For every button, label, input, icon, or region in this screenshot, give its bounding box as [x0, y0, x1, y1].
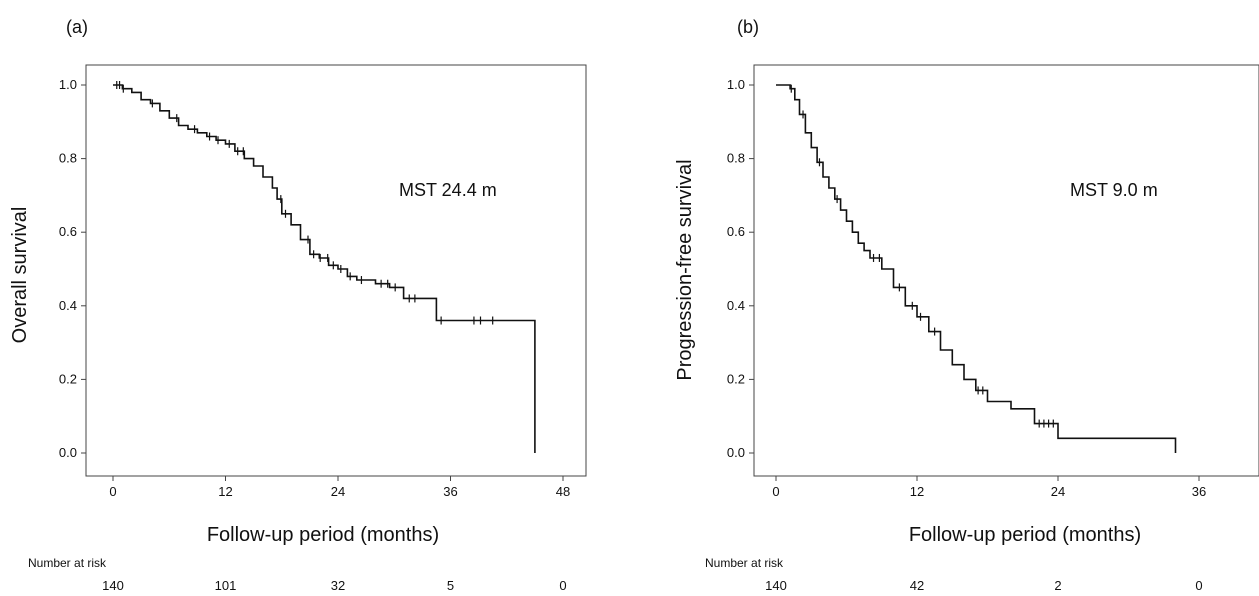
panel-a-risk-count: 140	[102, 578, 124, 593]
panel-a-x-tick-label: 48	[556, 484, 570, 499]
panel-a-x-tick-label: 36	[443, 484, 457, 499]
panel-a-x-tick-label: 24	[331, 484, 345, 499]
panel-a-label: (a)	[66, 17, 88, 37]
panel-b-risk-count: 140	[765, 578, 787, 593]
panel-b-y-axis-title: Progression-free survival	[674, 159, 696, 380]
panel-b-x-tick-label: 24	[1051, 484, 1065, 499]
panel-b-plot-frame	[753, 64, 1259, 477]
panel-b-x-tick-label: 36	[1192, 484, 1206, 499]
panel-a-y-tick-label: 0.0	[59, 445, 77, 460]
panel-a-x-axis-title: Follow-up period (months)	[207, 524, 439, 546]
panel-a-y-tick-label: 0.8	[59, 151, 77, 166]
panel-a-plot-frame	[85, 64, 587, 477]
panel-b-risk-count: 0	[1195, 578, 1202, 593]
panel-a-risk-count: 0	[559, 578, 566, 593]
panel-b-y-tick-label: 0.4	[727, 298, 745, 313]
panel-a-risk-count: 101	[215, 578, 237, 593]
panel-b-mst-annotation: MST 9.0 m	[1070, 180, 1158, 200]
panel-b-progression-free-survival: (b) Progression-free survival Follow-up …	[674, 17, 1259, 593]
panel-b-x-tick-label: 12	[910, 484, 924, 499]
panel-a-y-tick-label: 0.2	[59, 371, 77, 386]
panel-a-risk-count: 5	[447, 578, 454, 593]
panel-b-risk-values: 140 42 2 0	[765, 578, 1202, 593]
panel-b-risk-title: Number at risk	[705, 556, 784, 570]
panel-b-y-tick-label: 0.8	[727, 151, 745, 166]
panel-b-risk-count: 42	[910, 578, 924, 593]
panel-b-survival-curve	[776, 84, 1177, 453]
panel-b-y-tick-label: 0.6	[727, 224, 745, 239]
panel-a-y-tick-label: 0.4	[59, 298, 77, 313]
panel-a-y-axis-title: Overall survival	[9, 207, 31, 344]
panel-b-y-tick-label: 0.0	[727, 445, 745, 460]
panel-b-risk-count: 2	[1054, 578, 1061, 593]
panel-b-y-tick-label: 1.0	[727, 77, 745, 92]
panel-b-x-axis-title: Follow-up period (months)	[909, 524, 1141, 546]
panel-a-risk-count: 32	[331, 578, 345, 593]
panel-b-y-tick-label: 0.2	[727, 371, 745, 386]
panel-a-y-tick-label: 1.0	[59, 77, 77, 92]
panel-a-overall-survival: (a) Overall survival Follow-up period (m…	[9, 17, 587, 593]
panel-a-x-tick-label: 0	[109, 484, 116, 499]
panel-a-survival-curve	[113, 84, 536, 453]
panel-b-label: (b)	[737, 17, 759, 37]
panel-a-x-tick-label: 12	[218, 484, 232, 499]
panel-a-risk-values: 140 101 32 5 0	[102, 578, 566, 593]
panel-a-risk-title: Number at risk	[28, 556, 107, 570]
panel-a-y-tick-label: 0.6	[59, 224, 77, 239]
panel-a-mst-annotation: MST 24.4 m	[399, 180, 497, 200]
panel-b-x-tick-label: 0	[772, 484, 779, 499]
